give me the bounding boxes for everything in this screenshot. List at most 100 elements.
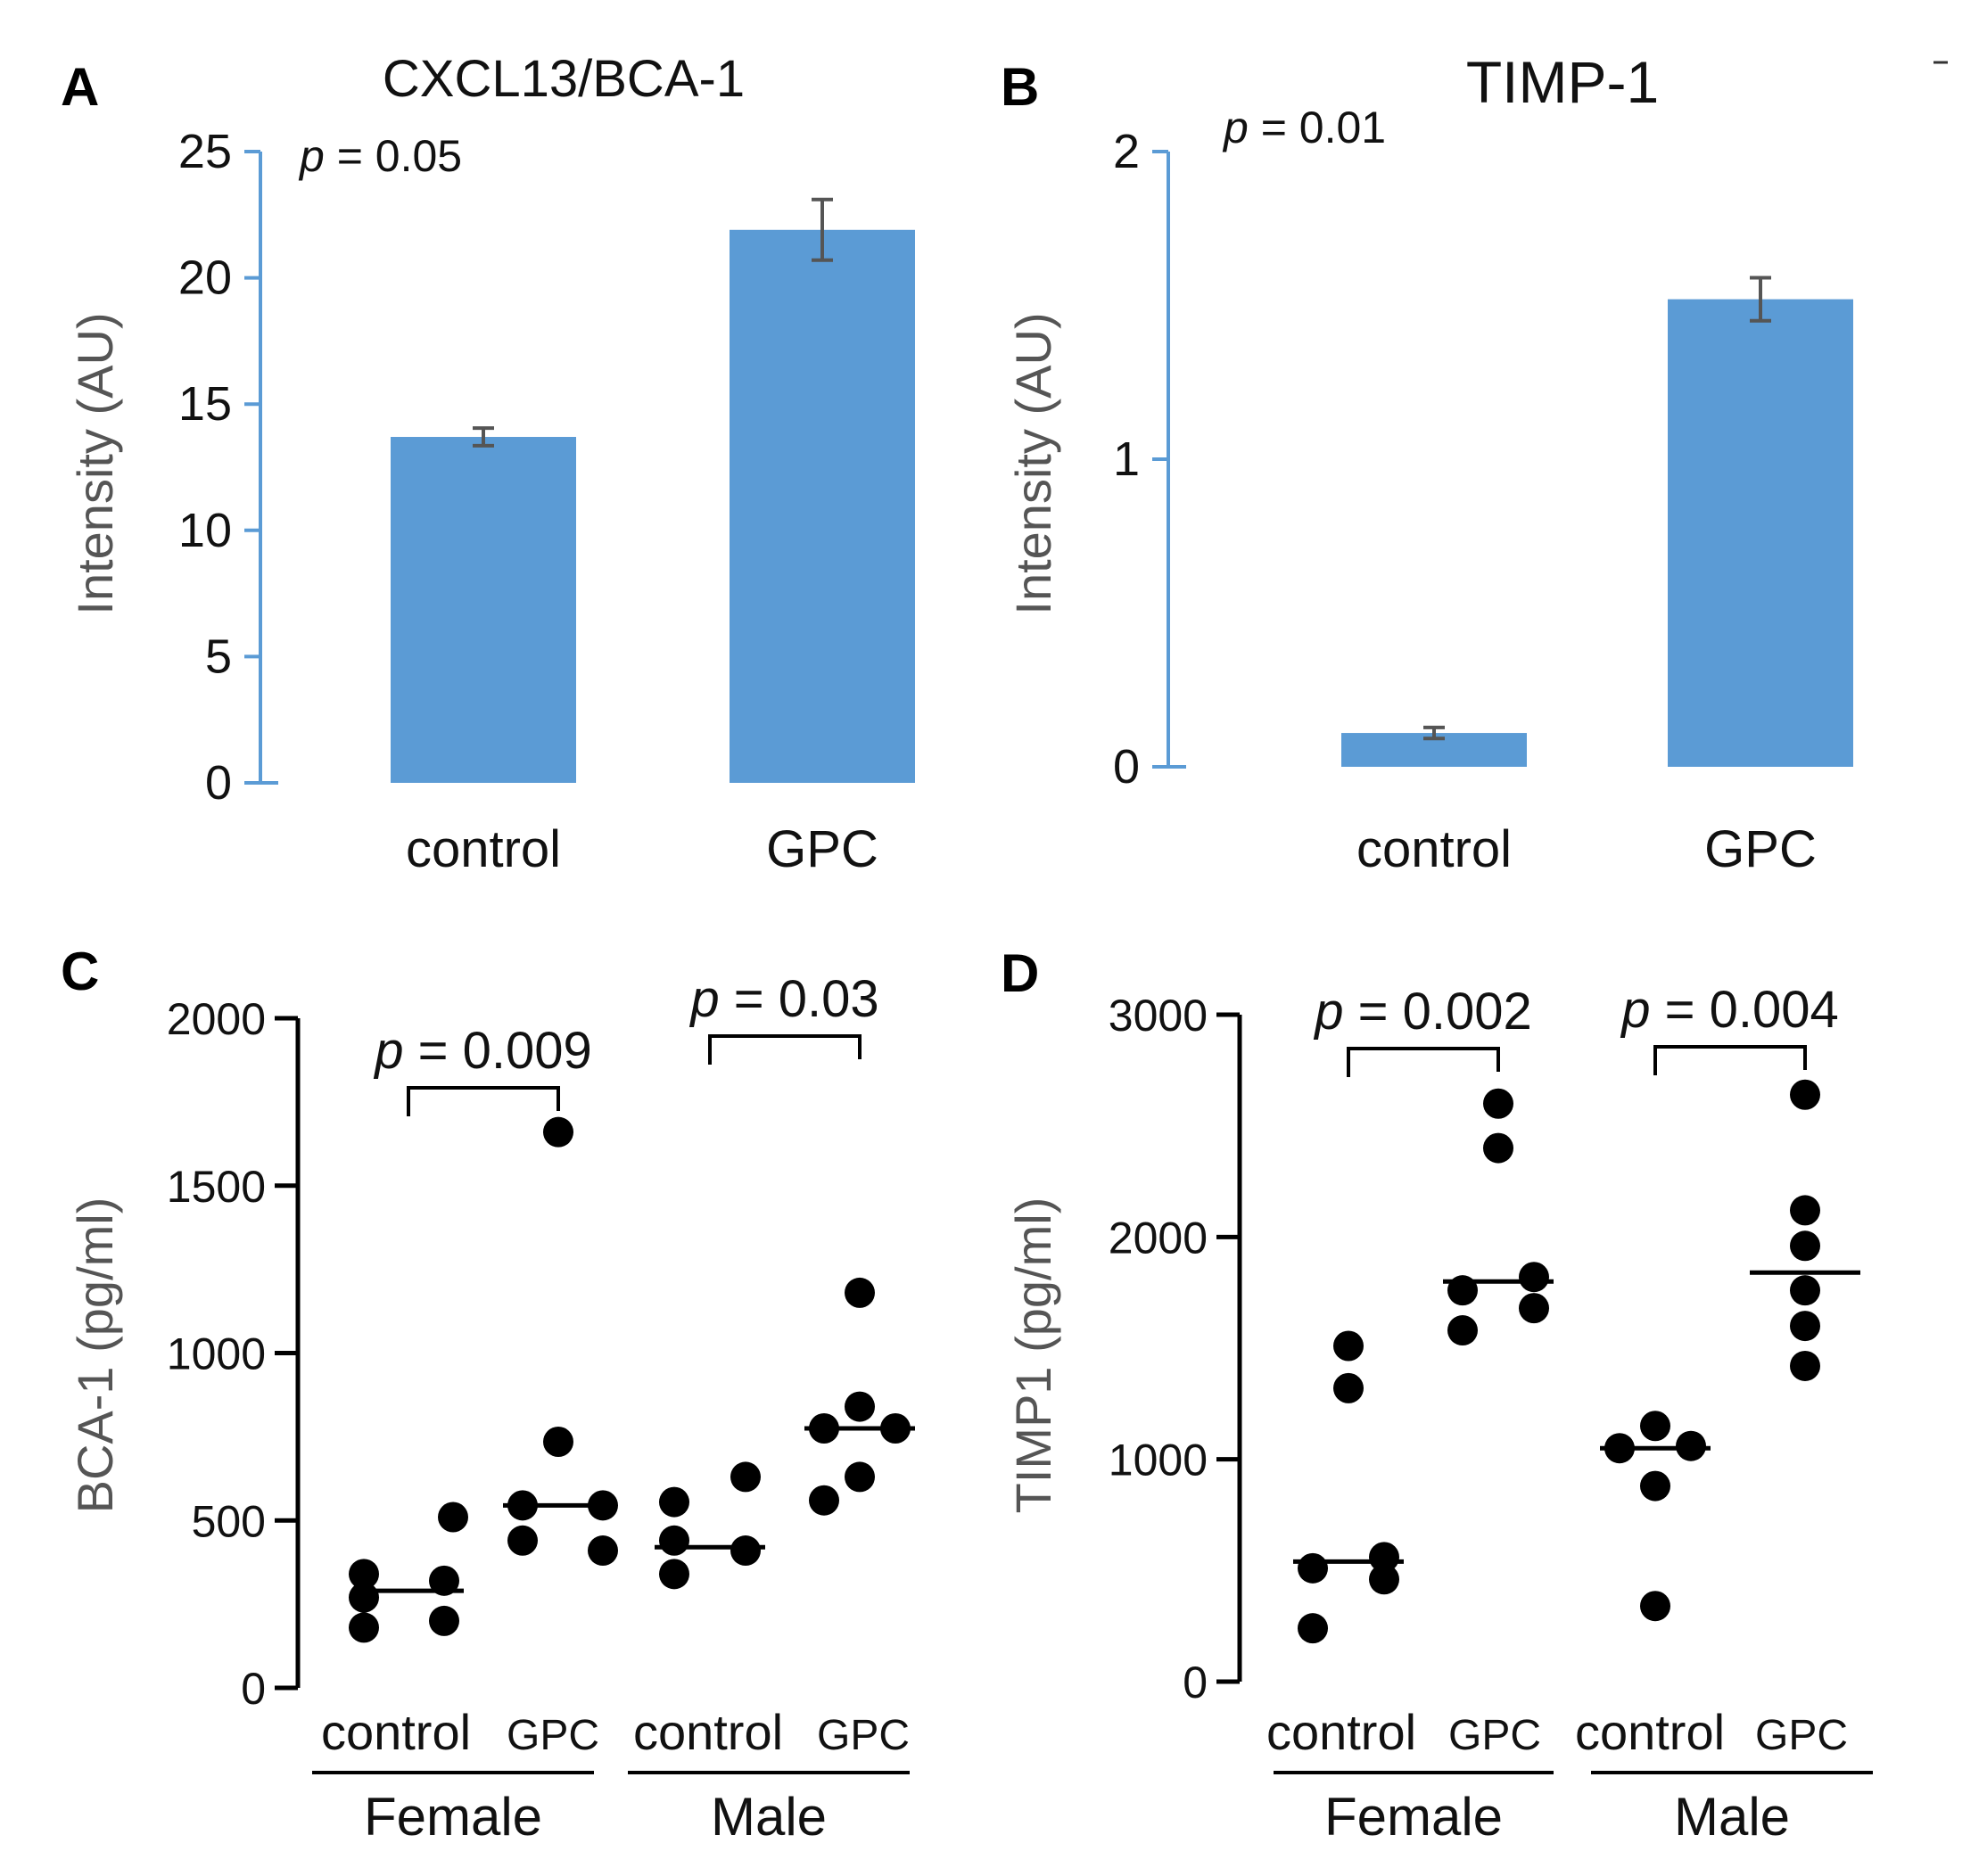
panel-d-sex-label-female: Female (1324, 1787, 1503, 1847)
panel-d-pvalue-text: = 0.004 (1651, 981, 1839, 1039)
panel-d-data-point (1483, 1088, 1513, 1119)
panel-b: 0 1 2 control GPC (1113, 125, 1853, 878)
panel-b-tick-label: 2 (1113, 125, 1140, 178)
panel-b-pvalue: p = 0.01 (1222, 103, 1386, 152)
panel-c-data-point (588, 1535, 618, 1567)
panel-c-data-point (349, 1559, 379, 1590)
panel-d-data-point (1447, 1315, 1478, 1346)
panel-d-comparison-pvalue: p = 0.002 (1313, 983, 1532, 1041)
panel-c-ylabel: BCA-1 (pg/ml) (67, 1197, 123, 1514)
panel-a-tick-label: 20 (178, 251, 232, 305)
panel-d-data-point (1790, 1275, 1820, 1306)
panel-a-pvalue-text: = 0.05 (325, 131, 462, 181)
panel-c: 0 500 1000 1500 2000 control GPC control GPC Fem… (167, 970, 915, 1847)
panel-letter-d: D (1001, 943, 1039, 1003)
panel-letter-a: A (61, 57, 99, 117)
panel-d-ylabel: TIMP1 (pg/ml) (1005, 1197, 1061, 1514)
panel-d-tick-label: 1000 (1109, 1436, 1208, 1485)
panel-c-sex-label-female: Female (364, 1787, 542, 1847)
panel-a-category-label: control (406, 820, 561, 878)
panel-c-data-point (659, 1559, 689, 1590)
panel-c-pvals: p = 0.009 p = 0.03 (373, 970, 879, 1116)
panel-d-pvals: p = 0.002 p = 0.004 (1313, 981, 1839, 1077)
panel-c-tick-label: 2000 (167, 994, 266, 1044)
panel-a: 0 5 10 15 20 25 control GPC (178, 125, 915, 878)
panel-a-tick-label: 15 (178, 377, 232, 431)
panel-a-category-label: GPC (766, 820, 878, 878)
panel-a-tick-label: 10 (178, 504, 232, 557)
panel-d-group-label: GPC (1755, 1712, 1848, 1759)
panel-b-bars: control GPC (1341, 276, 1853, 878)
panel-c-data-point (543, 1116, 573, 1148)
panel-c-comparison-pvalue: p = 0.03 (688, 970, 878, 1028)
panel-d-tick-label: 2000 (1109, 1213, 1208, 1263)
panel-c-data-point (659, 1525, 689, 1556)
panel-b-category-label: GPC (1704, 820, 1817, 878)
panel-c-marks: control GPC control GPC Female Male (312, 1116, 915, 1847)
panel-d-pvalue-p: p (1313, 983, 1343, 1041)
panel-c-data-point (730, 1535, 761, 1567)
panel-c-comparison-pvalue: p = 0.009 (373, 1022, 592, 1080)
panel-d-ticks: 0 1000 2000 3000 (1109, 991, 1240, 1707)
panel-c-data-point (349, 1612, 379, 1643)
panel-a-pvalue: p = 0.05 (298, 131, 462, 181)
panel-d-data-point (1519, 1262, 1549, 1293)
panel-c-data-point (845, 1391, 875, 1422)
panel-d-data-point (1790, 1079, 1820, 1110)
panel-c-tick-label: 1500 (167, 1162, 266, 1212)
panel-d-data-point (1369, 1542, 1399, 1573)
panel-d-group-label: GPC (1448, 1712, 1541, 1759)
panel-d-pvalue-text: = 0.002 (1344, 983, 1532, 1041)
panel-a-bar-control (391, 437, 576, 783)
panel-b-ticks: 0 1 2 (1113, 125, 1186, 794)
panel-d-data-point (1298, 1552, 1328, 1584)
panel-d-data-point (1369, 1564, 1399, 1595)
panel-c-ticks: 0 500 1000 1500 2000 (167, 994, 298, 1714)
panel-c-sex-label-male: Male (711, 1787, 827, 1847)
panel-c-data-point (349, 1582, 379, 1613)
panel-c-data-point (845, 1277, 875, 1308)
panel-c-group-label: GPC (817, 1712, 910, 1759)
panel-c-data-point (659, 1486, 689, 1518)
panel-d-pvalue-p: p (1620, 981, 1650, 1039)
panel-c-significance-bracket (407, 1086, 560, 1116)
panel-d-data-point (1790, 1195, 1820, 1226)
panel-c-group-label: control (633, 1704, 783, 1760)
panel-a-tick-label: 5 (205, 629, 232, 683)
panel-c-data-point (730, 1461, 761, 1493)
panel-d-data-point (1790, 1311, 1820, 1342)
panel-c-pvalue-text: = 0.009 (404, 1022, 592, 1080)
panel-d-tick-label: 3000 (1109, 991, 1208, 1041)
panel-d-data-point (1790, 1230, 1820, 1262)
panel-c-data-point (543, 1427, 573, 1458)
panel-c-pvalue-p: p (373, 1022, 403, 1080)
panel-a-ticks: 0 5 10 15 20 25 (178, 125, 278, 810)
panel-b-pvalue-text: = 0.01 (1249, 103, 1386, 152)
panel-d: 0 1000 2000 3000 control GPC control GPC Female… (1109, 981, 1873, 1847)
panel-a-tick-label: 25 (178, 125, 232, 178)
panel-d-group-label: control (1266, 1704, 1416, 1760)
panel-d-data-point (1640, 1411, 1670, 1442)
panel-a-tick-label: 0 (205, 756, 232, 810)
panel-a-title: CXCL13/BCA-1 (383, 50, 745, 108)
panel-d-data-point (1640, 1591, 1670, 1622)
panel-c-data-point (845, 1461, 875, 1493)
panel-letter-c: C (61, 942, 99, 1001)
panel-d-group-label: control (1575, 1704, 1725, 1760)
panel-d-data-point (1333, 1330, 1364, 1362)
panel-letter-b: B (1001, 57, 1039, 117)
panel-d-data-point (1640, 1470, 1670, 1502)
panel-c-data-point (507, 1525, 538, 1556)
panel-c-pvalue-p: p (688, 970, 719, 1028)
panel-c-group-label: GPC (507, 1712, 599, 1759)
panel-a-pvalue-p: p (298, 131, 325, 181)
panel-c-significance-bracket (708, 1034, 862, 1065)
panel-b-bar-gpc (1668, 299, 1853, 768)
panel-c-data-point (429, 1565, 459, 1596)
panel-b-title: TIMP-1 (1466, 49, 1659, 115)
panel-d-significance-bracket (1347, 1047, 1500, 1077)
panel-d-comparison-pvalue: p = 0.004 (1620, 981, 1839, 1039)
panel-c-data-point (438, 1502, 468, 1533)
panel-a-bar-gpc (730, 229, 915, 783)
